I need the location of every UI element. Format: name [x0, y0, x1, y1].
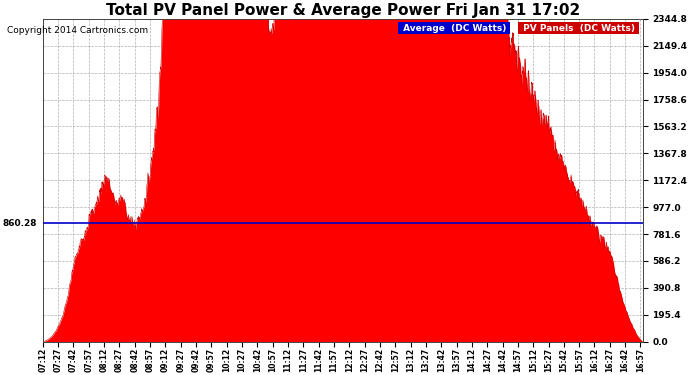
Text: PV Panels  (DC Watts): PV Panels (DC Watts) [520, 24, 638, 33]
Title: Total PV Panel Power & Average Power Fri Jan 31 17:02: Total PV Panel Power & Average Power Fri… [106, 3, 580, 18]
Text: Average  (DC Watts): Average (DC Watts) [400, 24, 509, 33]
Text: 860.28: 860.28 [3, 219, 37, 228]
Text: Copyright 2014 Cartronics.com: Copyright 2014 Cartronics.com [7, 26, 148, 35]
